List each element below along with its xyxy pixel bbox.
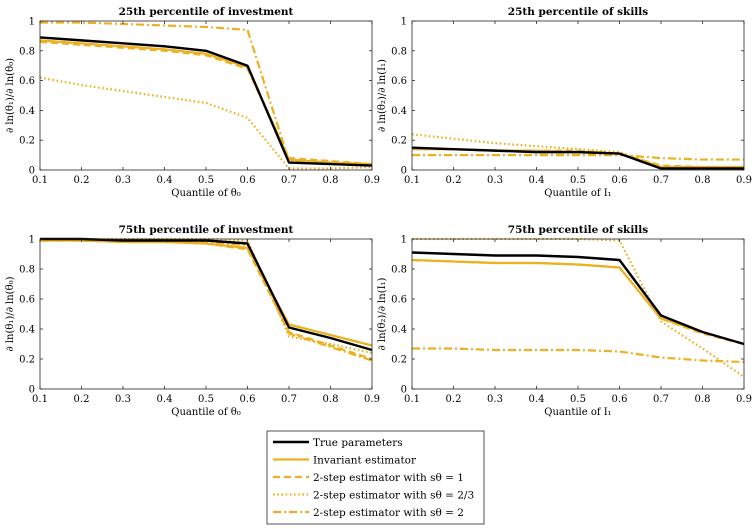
y-tick-label: 1 bbox=[401, 235, 407, 246]
x-tick-label: 0.8 bbox=[695, 175, 711, 186]
x-tick-label: 0.5 bbox=[198, 394, 214, 405]
x-tick-label: 0.9 bbox=[736, 394, 752, 405]
x-tick-label: 0.7 bbox=[281, 394, 297, 405]
x-axis-label: Quantile of θ₀ bbox=[171, 188, 240, 199]
x-tick-label: 0.9 bbox=[736, 175, 752, 186]
x-tick-label: 0.4 bbox=[529, 175, 545, 186]
legend-label: 2-step estimator with sθ = 2/3 bbox=[313, 490, 474, 502]
x-tick-label: 0.6 bbox=[612, 175, 628, 186]
series-line-1 bbox=[411, 146, 744, 170]
panel-title: 25th percentile of skills bbox=[508, 6, 649, 18]
x-tick-label: 0.9 bbox=[364, 175, 380, 186]
plot-area bbox=[40, 239, 372, 389]
series-line-1 bbox=[411, 251, 745, 346]
x-tick-label: 0.7 bbox=[281, 175, 297, 186]
y-tick-label: 0.4 bbox=[19, 325, 35, 336]
x-tick-label: 0.4 bbox=[157, 394, 173, 405]
chart-panel-4: 0.1 0.2 0.3 0.4 0.5 0.6 0.7 0.8 0.9 0 0.2 0.4 0.6 0.8… bbox=[377, 224, 752, 418]
y-tick-label: 1 bbox=[401, 17, 407, 28]
x-tick-label: 0.1 bbox=[404, 175, 420, 186]
x-tick-label: 0.7 bbox=[653, 394, 669, 405]
x-tick-label: 0.3 bbox=[487, 175, 503, 186]
chart-panel-1: 0.1 0.2 0.3 0.4 0.5 0.6 0.7 0.8 0.9 0 0.2 0.4 0.6 0.8… bbox=[5, 6, 380, 199]
x-tick-label: 0.2 bbox=[446, 394, 462, 405]
panel-title: 25th percentile of investment bbox=[119, 6, 294, 18]
series-line-5 bbox=[412, 347, 745, 364]
y-tick-label: 0.2 bbox=[391, 136, 407, 147]
x-tick-label: 0.1 bbox=[32, 394, 48, 405]
panel-title: 75th percentile of skills bbox=[508, 224, 649, 236]
series-line-2 bbox=[39, 39, 373, 166]
x-tick-label: 0.9 bbox=[364, 394, 380, 405]
y-tick-label: 0 bbox=[29, 385, 35, 396]
y-tick-label: 0.2 bbox=[19, 136, 35, 147]
x-tick-label: 0.8 bbox=[323, 394, 339, 405]
y-axis-label: ∂ ln(θ₁)/∂ ln(θ₀) bbox=[5, 58, 16, 133]
y-tick-label: 0.8 bbox=[19, 265, 35, 276]
plot-area bbox=[412, 21, 744, 170]
y-tick-label: 0.8 bbox=[391, 46, 407, 57]
y-tick-label: 0.6 bbox=[391, 76, 407, 87]
series-line-1 bbox=[39, 36, 373, 167]
y-tick-label: 0 bbox=[401, 166, 407, 177]
y-tick-label: 0.6 bbox=[391, 295, 407, 306]
x-tick-label: 0.2 bbox=[74, 175, 90, 186]
series-line-4 bbox=[39, 76, 373, 170]
x-tick-label: 0.1 bbox=[404, 394, 420, 405]
y-tick-label: 0.4 bbox=[391, 325, 407, 336]
y-tick-label: 1 bbox=[29, 235, 35, 246]
x-axis-label: Quantile of I₁ bbox=[544, 188, 611, 199]
x-tick-label: 0.1 bbox=[32, 175, 48, 186]
x-axis-label: Quantile of θ₀ bbox=[171, 407, 240, 418]
y-tick-label: 1 bbox=[29, 17, 35, 28]
chart-panel-2: 0.1 0.2 0.3 0.4 0.5 0.6 0.7 0.8 0.9 0 0.2 0.4 0.6 0.8… bbox=[377, 6, 752, 199]
legend-label: 2-step estimator with sθ = 1 bbox=[313, 472, 464, 484]
y-tick-label: 0.2 bbox=[19, 355, 35, 366]
y-tick-label: 0 bbox=[401, 385, 407, 396]
legend-label: True parameters bbox=[313, 437, 403, 449]
series-line-3 bbox=[39, 40, 373, 166]
series-line-2 bbox=[40, 239, 373, 347]
y-tick-label: 0.8 bbox=[391, 265, 407, 276]
x-tick-label: 0.5 bbox=[570, 175, 586, 186]
x-tick-label: 0.7 bbox=[653, 175, 669, 186]
x-tick-label: 0.2 bbox=[74, 394, 90, 405]
x-axis-label: Quantile of I₁ bbox=[544, 407, 611, 418]
legend-label: Invariant estimator bbox=[313, 455, 417, 467]
x-tick-label: 0.5 bbox=[570, 394, 586, 405]
chart-panel-3: 0.1 0.2 0.3 0.4 0.5 0.6 0.7 0.8 0.9 0 0.2 0.4 0.6 0.8… bbox=[5, 224, 380, 418]
y-tick-label: 0.8 bbox=[19, 46, 35, 57]
x-tick-label: 0.4 bbox=[529, 394, 545, 405]
x-tick-label: 0.3 bbox=[115, 175, 131, 186]
y-tick-label: 0.2 bbox=[391, 355, 407, 366]
series-line-4 bbox=[411, 133, 744, 170]
x-tick-label: 0.3 bbox=[115, 394, 131, 405]
series-line-5 bbox=[412, 154, 744, 161]
x-tick-label: 0.2 bbox=[446, 175, 462, 186]
legend: True parameters Invariant estimator 2-step… bbox=[266, 430, 485, 525]
x-tick-label: 0.6 bbox=[240, 175, 256, 186]
x-tick-label: 0.8 bbox=[695, 394, 711, 405]
y-axis-label: ∂ ln(θ₂)/∂ ln(I₁) bbox=[377, 59, 388, 132]
x-tick-label: 0.4 bbox=[157, 175, 173, 186]
legend-label: 2-step estimator with sθ = 2 bbox=[313, 507, 464, 519]
y-axis-label: ∂ ln(θ₁)/∂ ln(θ₀) bbox=[5, 276, 16, 351]
x-tick-label: 0.5 bbox=[198, 175, 214, 186]
x-tick-label: 0.8 bbox=[323, 175, 339, 186]
y-tick-label: 0.6 bbox=[19, 76, 35, 87]
y-tick-label: 0.4 bbox=[391, 106, 407, 117]
x-tick-label: 0.6 bbox=[240, 394, 256, 405]
y-tick-label: 0 bbox=[29, 166, 35, 177]
panel-title: 75th percentile of investment bbox=[119, 224, 294, 236]
y-tick-label: 0.4 bbox=[19, 106, 35, 117]
y-tick-label: 0.6 bbox=[19, 295, 35, 306]
y-axis-label: ∂ ln(θ₂)/∂ ln(I₁) bbox=[377, 277, 388, 350]
x-tick-label: 0.6 bbox=[612, 394, 628, 405]
legend-box bbox=[266, 430, 485, 525]
x-tick-label: 0.3 bbox=[487, 394, 503, 405]
